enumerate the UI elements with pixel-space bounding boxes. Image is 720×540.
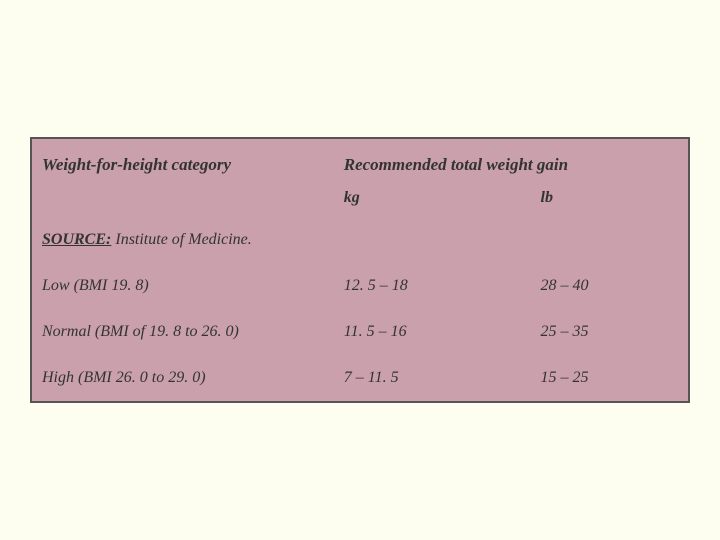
cell-category: Low (BMI 19. 8) — [32, 263, 334, 309]
cell-lb: 25 – 35 — [531, 309, 688, 355]
source-text: Institute of Medicine. — [111, 231, 251, 248]
source-label: SOURCE: — [42, 231, 111, 248]
header-category: Weight-for-height category — [32, 139, 334, 185]
header-recommended: Recommended total weight gain — [334, 139, 688, 185]
cell-category: Normal (BMI of 19. 8 to 26. 0) — [32, 309, 334, 355]
unit-row: kg lb — [32, 185, 688, 217]
cell-lb: 28 – 40 — [531, 263, 688, 309]
source-row: SOURCE: Institute of Medicine. — [32, 217, 688, 263]
cell-lb: 15 – 25 — [531, 355, 688, 401]
cell-kg: 11. 5 – 16 — [334, 309, 531, 355]
cell-category: High (BMI 26. 0 to 29. 0) — [32, 355, 334, 401]
cell-kg: 7 – 11. 5 — [334, 355, 531, 401]
source-cell: SOURCE: Institute of Medicine. — [32, 217, 688, 263]
header-row: Weight-for-height category Recommended t… — [32, 139, 688, 185]
unit-empty — [32, 185, 334, 217]
cell-kg: 12. 5 – 18 — [334, 263, 531, 309]
unit-lb: lb — [531, 185, 688, 217]
table-row: Normal (BMI of 19. 8 to 26. 0) 11. 5 – 1… — [32, 309, 688, 355]
table-row: Low (BMI 19. 8) 12. 5 – 18 28 – 40 — [32, 263, 688, 309]
weight-gain-table: Weight-for-height category Recommended t… — [30, 137, 690, 403]
table-row: High (BMI 26. 0 to 29. 0) 7 – 11. 5 15 –… — [32, 355, 688, 401]
table: Weight-for-height category Recommended t… — [32, 139, 688, 401]
unit-kg: kg — [334, 185, 531, 217]
